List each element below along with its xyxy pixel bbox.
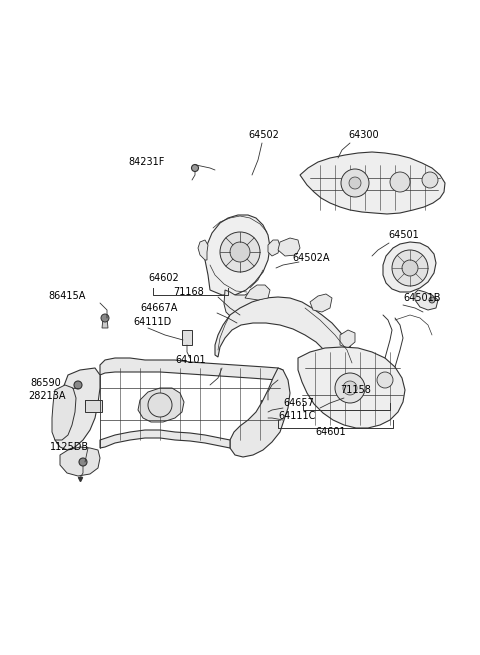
Polygon shape <box>245 285 270 300</box>
Text: 64657: 64657 <box>283 398 314 408</box>
Polygon shape <box>310 294 332 312</box>
Text: 1125DB: 1125DB <box>50 442 89 452</box>
Polygon shape <box>138 388 184 422</box>
Text: 71158: 71158 <box>340 385 371 395</box>
Text: 64501: 64501 <box>388 230 419 240</box>
Polygon shape <box>102 318 108 328</box>
Polygon shape <box>215 297 355 372</box>
Polygon shape <box>53 368 100 450</box>
Text: 64501B: 64501B <box>403 293 441 303</box>
Circle shape <box>230 242 250 262</box>
Circle shape <box>349 177 361 189</box>
Polygon shape <box>278 238 300 256</box>
Polygon shape <box>300 152 445 214</box>
Text: 64601: 64601 <box>315 427 346 437</box>
Circle shape <box>79 458 87 466</box>
Text: 64667A: 64667A <box>140 303 178 313</box>
Polygon shape <box>415 290 438 310</box>
Text: 86590: 86590 <box>30 378 61 388</box>
Polygon shape <box>261 400 275 418</box>
Polygon shape <box>268 240 280 256</box>
Text: 86415A: 86415A <box>48 291 85 301</box>
Circle shape <box>101 314 109 322</box>
Circle shape <box>148 393 172 417</box>
Circle shape <box>429 297 435 303</box>
Circle shape <box>392 250 428 286</box>
Text: 64111C: 64111C <box>278 411 315 421</box>
Text: 64101: 64101 <box>175 355 205 365</box>
Text: 64300: 64300 <box>348 130 379 140</box>
Circle shape <box>74 381 82 389</box>
Circle shape <box>343 381 357 395</box>
Polygon shape <box>52 385 76 440</box>
Polygon shape <box>205 215 270 295</box>
Polygon shape <box>60 447 100 476</box>
Text: 64502A: 64502A <box>292 253 329 263</box>
Text: 64502: 64502 <box>248 130 279 140</box>
Circle shape <box>341 169 369 197</box>
Circle shape <box>192 164 199 172</box>
Polygon shape <box>224 290 260 320</box>
Text: 71168: 71168 <box>173 287 204 297</box>
Polygon shape <box>298 347 405 428</box>
Polygon shape <box>85 400 102 412</box>
Polygon shape <box>100 358 283 380</box>
Polygon shape <box>230 368 290 457</box>
Circle shape <box>220 232 260 272</box>
Polygon shape <box>198 240 208 260</box>
Circle shape <box>390 172 410 192</box>
Circle shape <box>377 372 393 388</box>
Text: 64602: 64602 <box>148 273 179 283</box>
Text: 84231F: 84231F <box>128 157 164 167</box>
Circle shape <box>402 260 418 276</box>
Polygon shape <box>100 430 230 448</box>
Circle shape <box>422 172 438 188</box>
Text: 64111D: 64111D <box>133 317 171 327</box>
Polygon shape <box>340 330 355 348</box>
Polygon shape <box>383 242 436 292</box>
Polygon shape <box>182 330 192 345</box>
Circle shape <box>335 373 365 403</box>
Text: 28213A: 28213A <box>28 391 65 401</box>
